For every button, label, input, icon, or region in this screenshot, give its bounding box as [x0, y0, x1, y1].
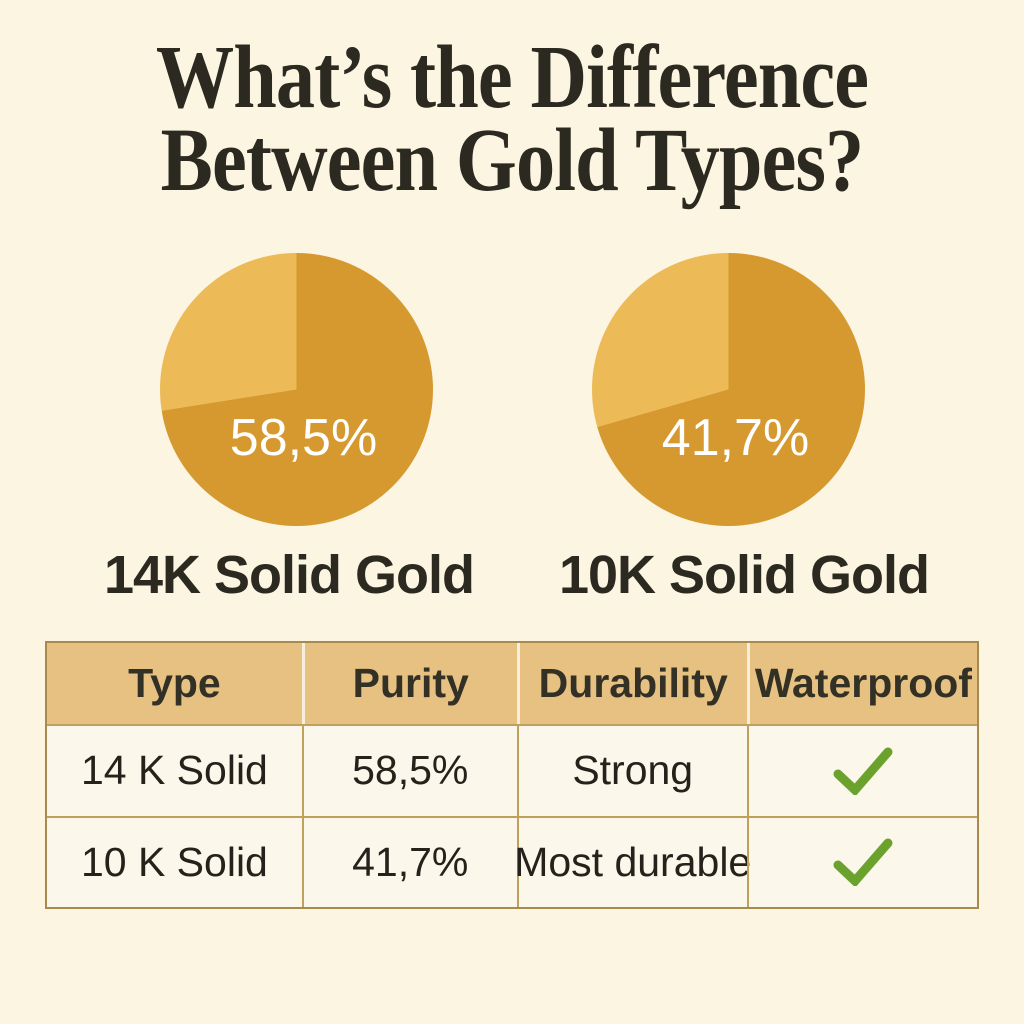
table-cell-waterproof	[746, 724, 977, 816]
table-cell-purity: 58,5%	[301, 724, 517, 816]
table-cell-type: 14 K Solid	[47, 724, 302, 816]
table-header-purity: Purity	[301, 643, 517, 724]
table-cell-durability: Most durable	[514, 815, 751, 907]
pie-caption-10k: 10K Solid Gold	[558, 545, 930, 605]
pie-value-label-10k: 41,7%	[661, 409, 810, 468]
comparison-table: Type Purity Durability Waterproof 14 K S…	[45, 641, 979, 909]
page-title-line2: Between Gold Types?	[160, 111, 865, 210]
table-header-waterproof: Waterproof	[746, 643, 977, 724]
pie-caption-14k: 14K Solid Gold	[103, 545, 475, 605]
checkmark-icon	[833, 747, 893, 795]
table-cell-durability: Strong	[516, 724, 747, 816]
table-cell-purity: 41,7%	[301, 815, 517, 907]
table-header-type: Type	[47, 643, 302, 724]
table-header-durability: Durability	[516, 643, 747, 724]
table-cell-type: 10 K Solid	[47, 815, 302, 908]
pie-chart-14k: 58,5%	[160, 253, 433, 526]
table-cell-waterproof	[746, 815, 977, 907]
pie-value-label-14k: 58,5%	[229, 409, 378, 468]
pie-chart-10k: 41,7%	[592, 253, 865, 526]
page-title: What’s the Difference Between Gold Types…	[0, 28, 1024, 210]
page-title-line1: What’s the Difference	[155, 28, 869, 127]
checkmark-icon	[833, 838, 893, 887]
